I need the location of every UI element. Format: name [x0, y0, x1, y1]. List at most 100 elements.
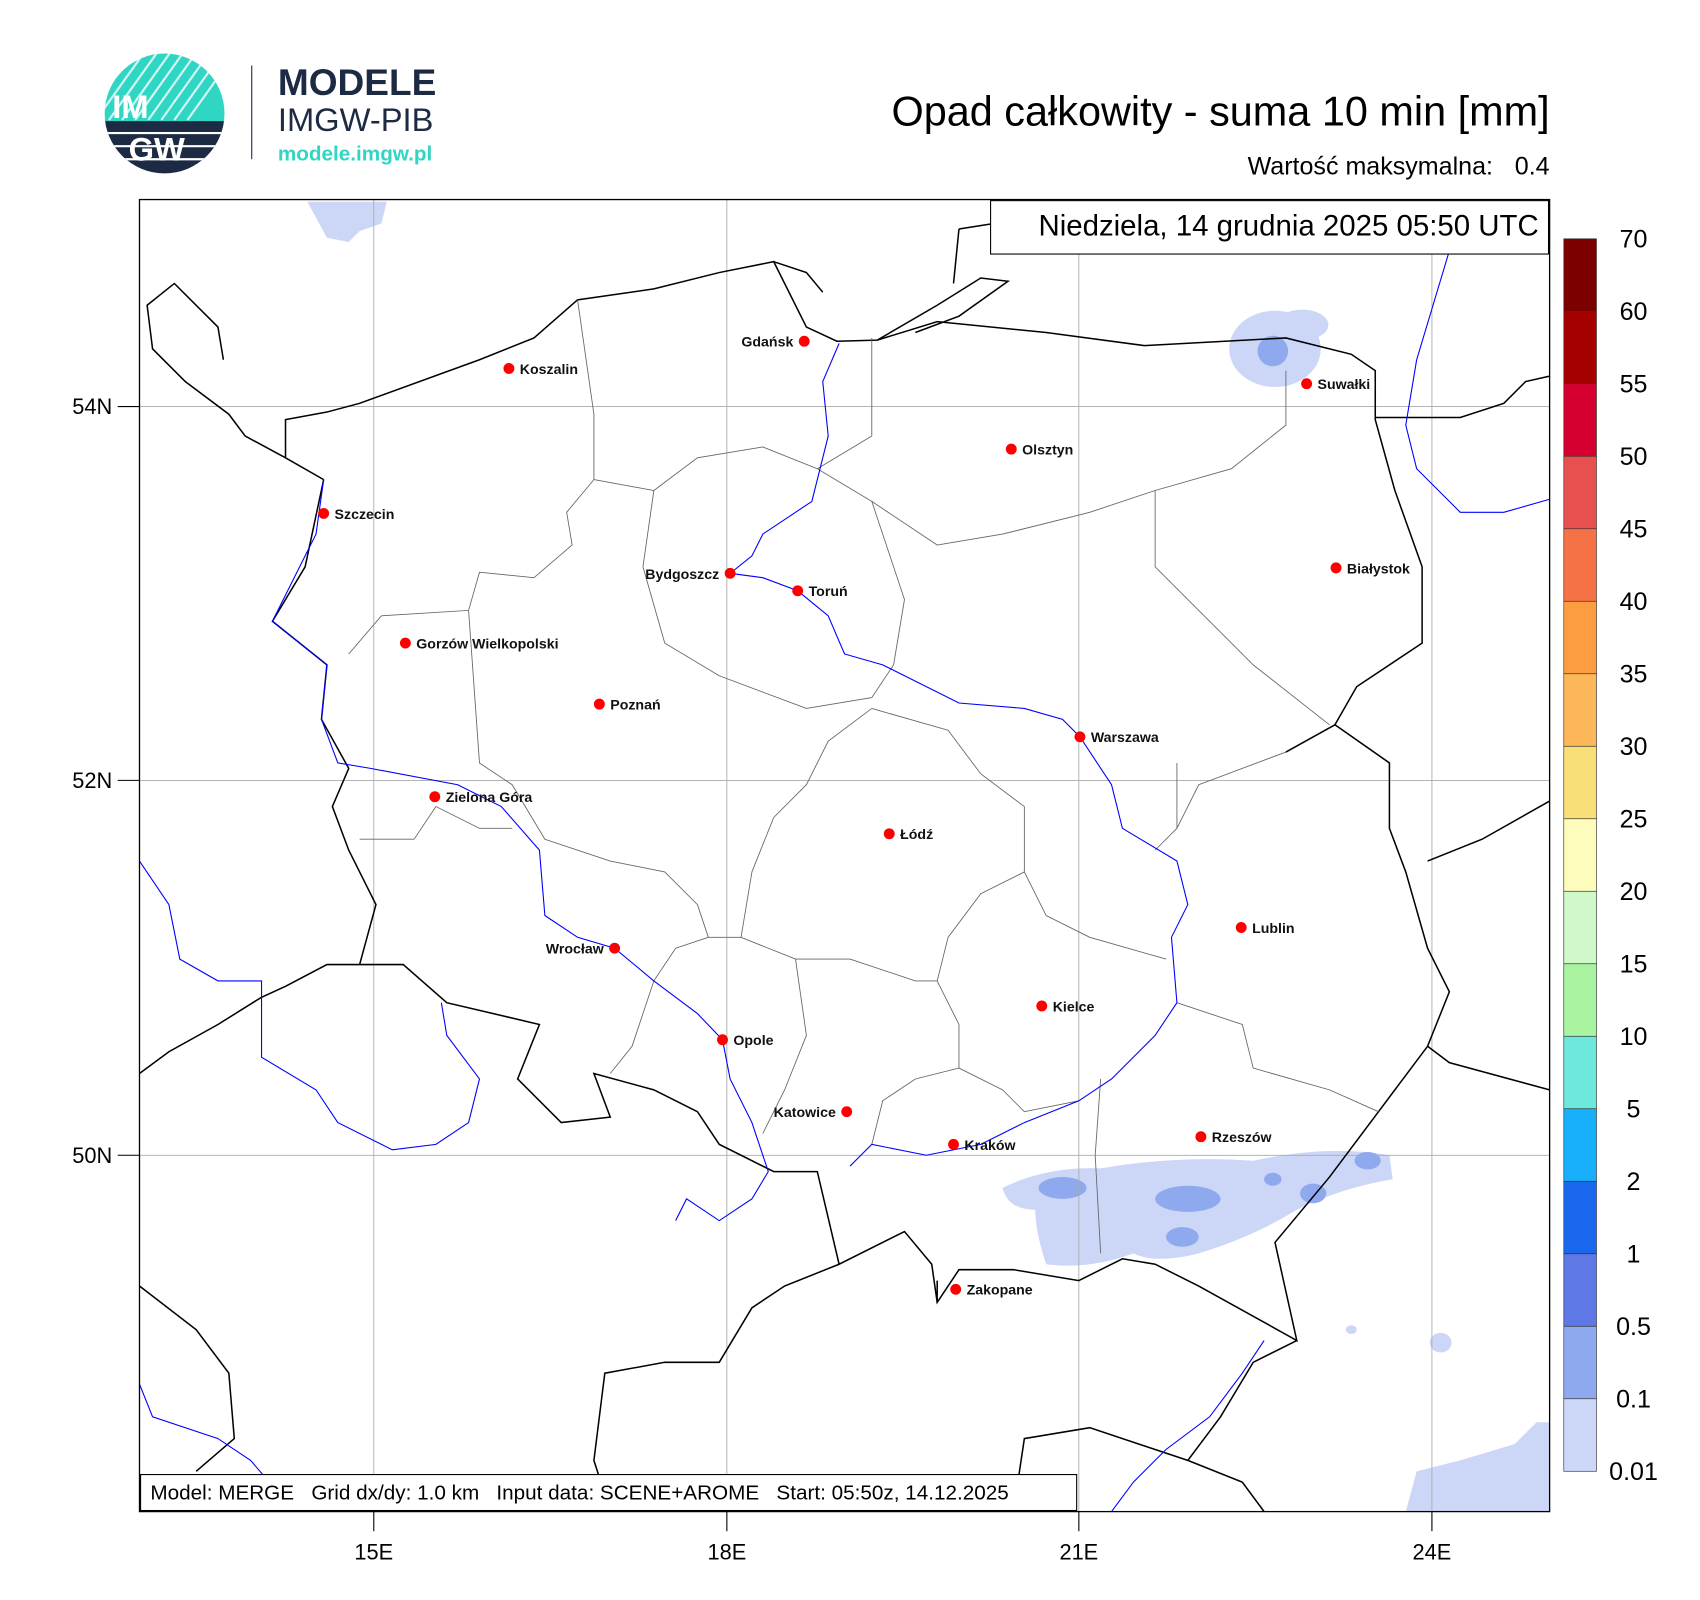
colorbar-swatch: [1563, 745, 1597, 820]
colorbar-label: 0.5: [1616, 1313, 1651, 1341]
city-label: Warszawa: [1091, 730, 1159, 746]
city-label: Koszalin: [520, 362, 578, 378]
logo-url: modele.imgw.pl: [278, 142, 432, 165]
colorbar-swatch: [1563, 238, 1597, 312]
colorbar-label: 25: [1620, 806, 1648, 834]
colorbar-label: 10: [1620, 1023, 1648, 1051]
colorbar-swatch: [1563, 1325, 1597, 1400]
city-label: Poznań: [610, 698, 660, 714]
city-label: Olsztyn: [1022, 443, 1073, 459]
graticule: [139, 199, 1550, 1512]
max-value-label: Wartość maksymalna: 0.4: [1248, 152, 1550, 180]
city-11: Zielona Góra: [429, 790, 532, 806]
city-13: Lublin: [1235, 921, 1295, 937]
city-20: Zakopane: [950, 1283, 1033, 1299]
city-8: Gorzów Wielkopolski: [399, 637, 559, 653]
city-marker-icon: [724, 567, 736, 579]
colorbar-swatch: [1563, 818, 1597, 892]
city-18: Kraków: [948, 1138, 1017, 1154]
city-marker-icon: [1036, 1000, 1048, 1012]
colorbar-label: 0.01: [1609, 1458, 1658, 1486]
colorbar-label: 60: [1620, 298, 1648, 326]
lon-label-21e: 21E: [1059, 1540, 1098, 1565]
city-label: Białystok: [1347, 561, 1410, 577]
city-label: Gdańsk: [741, 335, 793, 351]
city-marker-icon: [841, 1106, 853, 1118]
logo-subtitle: IMGW-PIB: [278, 101, 434, 138]
city-16: Opole: [717, 1033, 774, 1049]
colorbar-swatch: [1563, 963, 1597, 1037]
city-12: Łódź: [883, 827, 933, 843]
city-label: Gorzów Wielkopolski: [416, 637, 558, 653]
city-label: Zielona Góra: [446, 790, 533, 806]
colorbar-label: 45: [1620, 516, 1648, 544]
colorbar-swatch: [1563, 1035, 1597, 1110]
city-marker-icon: [883, 828, 895, 840]
city-marker-icon: [429, 791, 441, 803]
max-value: 0.4: [1515, 152, 1550, 180]
city-marker-icon: [399, 637, 411, 649]
city-marker-icon: [798, 335, 810, 347]
colorbar-label: 20: [1620, 878, 1648, 906]
city-5: Bydgoszcz: [645, 567, 736, 583]
city-marker-icon: [1074, 731, 1086, 743]
colorbar-swatch: [1563, 455, 1597, 530]
city-14: Wrocław: [546, 942, 621, 958]
model-info: Model: MERGE Grid dx/dy: 1.0 km Input da…: [150, 1482, 1008, 1505]
colorbar-label: 70: [1620, 226, 1648, 254]
city-marker-icon: [1330, 562, 1342, 574]
city-label: Wrocław: [546, 942, 605, 958]
colorbar-label: 40: [1620, 588, 1648, 616]
svg-text:GW: GW: [129, 130, 185, 167]
city-6: Toruń: [792, 584, 848, 600]
colorbar-swatch: [1563, 1180, 1597, 1255]
colorbar-swatch: [1563, 528, 1597, 602]
city-3: Olsztyn: [1005, 443, 1073, 459]
city-markers: Gdańsk Koszalin Szczecin Olsztyn Suwałki Bydg…: [318, 335, 1410, 1299]
country-borders: [139, 222, 1550, 1512]
colorbar-label: 5: [1627, 1096, 1641, 1124]
colorbar: 70 60 55 50 45 40 35 30 25 20 15 10 5 2 1 0.5 0.1 0.01: [1563, 226, 1658, 1486]
colorbar-swatch: [1563, 673, 1597, 747]
colorbar-label: 55: [1620, 371, 1648, 399]
city-marker-icon: [1301, 378, 1313, 390]
lat-label-52n: 52N: [72, 768, 112, 793]
colorbar-label: 2: [1627, 1168, 1641, 1196]
city-10: Warszawa: [1074, 730, 1159, 746]
city-label: Łódź: [900, 827, 933, 843]
lat-label-50n: 50N: [72, 1143, 112, 1168]
city-label: Kielce: [1053, 999, 1095, 1015]
max-label: Wartość maksymalna:: [1248, 152, 1493, 180]
logo-title: MODELE: [278, 61, 436, 103]
city-label: Kraków: [964, 1138, 1016, 1154]
city-label: Szczecin: [335, 507, 395, 523]
city-label: Bydgoszcz: [645, 567, 719, 583]
city-marker-icon: [1195, 1131, 1207, 1143]
lon-label-18e: 18E: [707, 1540, 746, 1565]
colorbar-label: 50: [1620, 443, 1648, 471]
city-7: Białystok: [1330, 561, 1410, 577]
city-label: Lublin: [1252, 921, 1294, 937]
valid-time: Niedziela, 14 grudnia 2025 05:50 UTC: [1038, 210, 1538, 243]
city-4: Suwałki: [1301, 377, 1370, 393]
colorbar-swatch: [1563, 1398, 1597, 1472]
city-label: Katowice: [774, 1105, 836, 1121]
city-marker-icon: [609, 942, 621, 954]
city-17: Katowice: [774, 1105, 853, 1121]
city-label: Opole: [733, 1033, 773, 1049]
lat-label-54n: 54N: [72, 394, 112, 419]
city-marker-icon: [1005, 443, 1017, 455]
lon-label-24e: 24E: [1413, 1540, 1452, 1565]
city-label: Suwałki: [1318, 377, 1371, 393]
city-15: Kielce: [1036, 999, 1095, 1015]
city-19: Rzeszów: [1195, 1130, 1273, 1146]
colorbar-label: 15: [1620, 951, 1648, 979]
colorbar-swatch: [1563, 310, 1597, 385]
city-marker-icon: [503, 363, 515, 374]
lon-label-15e: 15E: [354, 1540, 393, 1565]
city-1: Koszalin: [503, 362, 578, 378]
city-marker-icon: [593, 698, 605, 710]
city-label: Zakopane: [967, 1283, 1033, 1299]
colorbar-label: 30: [1620, 733, 1648, 761]
